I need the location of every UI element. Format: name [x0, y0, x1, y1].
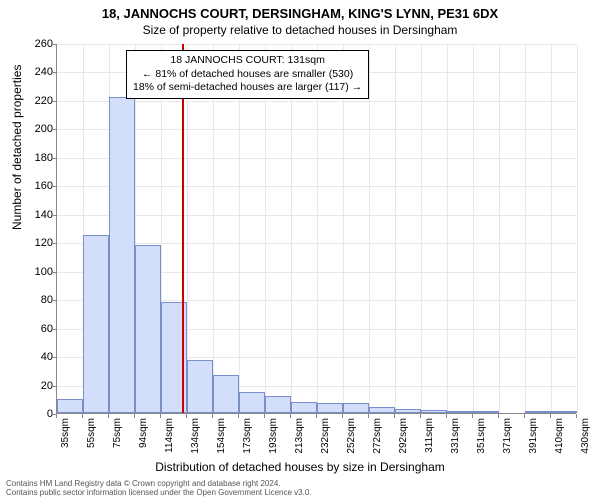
y-tick-mark: [53, 272, 57, 273]
footer-attribution: Contains HM Land Registry data © Crown c…: [6, 480, 312, 498]
y-tick-label: 40: [23, 351, 53, 363]
chart-title: 18, JANNOCHS COURT, DERSINGHAM, KING'S L…: [0, 0, 600, 21]
x-tick-mark: [290, 414, 291, 418]
x-tick-mark: [82, 414, 83, 418]
x-tick-mark: [368, 414, 369, 418]
y-axis-label: Number of detached properties: [10, 65, 24, 230]
x-tick-mark: [394, 414, 395, 418]
histogram-bar: [83, 235, 109, 413]
gridline-v: [447, 44, 448, 413]
gridline-v: [395, 44, 396, 413]
gridline-v: [551, 44, 552, 413]
x-tick-mark: [342, 414, 343, 418]
chart-subtitle: Size of property relative to detached ho…: [0, 21, 600, 37]
x-tick-mark: [186, 414, 187, 418]
histogram-bar: [239, 392, 265, 413]
x-tick-mark: [160, 414, 161, 418]
histogram-bar: [551, 411, 577, 413]
y-tick-label: 100: [23, 266, 53, 278]
reference-line: [182, 44, 184, 413]
annotation-line1: 18 JANNOCHS COURT: 131sqm: [133, 54, 362, 68]
gridline-v: [525, 44, 526, 413]
y-tick-label: 220: [23, 95, 53, 107]
histogram-bar: [291, 402, 317, 413]
annotation-line2: ← 81% of detached houses are smaller (53…: [133, 68, 362, 82]
gridline-v: [577, 44, 578, 413]
y-tick-mark: [53, 101, 57, 102]
x-tick-mark: [134, 414, 135, 418]
x-tick-mark: [576, 414, 577, 418]
y-tick-label: 140: [23, 209, 53, 221]
gridline-v: [473, 44, 474, 413]
histogram-bar: [317, 403, 343, 413]
y-tick-mark: [53, 357, 57, 358]
y-tick-mark: [53, 72, 57, 73]
gridline-v: [499, 44, 500, 413]
x-tick-mark: [264, 414, 265, 418]
gridline-v: [317, 44, 318, 413]
x-tick-mark: [498, 414, 499, 418]
histogram-bar: [395, 409, 421, 413]
y-tick-mark: [53, 186, 57, 187]
y-tick-label: 240: [23, 66, 53, 78]
gridline-v: [265, 44, 266, 413]
y-tick-mark: [53, 329, 57, 330]
y-tick-mark: [53, 44, 57, 45]
gridline-v: [187, 44, 188, 413]
histogram-bar: [447, 411, 473, 413]
x-tick-mark: [420, 414, 421, 418]
histogram-bar: [187, 360, 213, 413]
y-tick-label: 200: [23, 123, 53, 135]
y-tick-mark: [53, 300, 57, 301]
x-tick-mark: [108, 414, 109, 418]
x-tick-mark: [238, 414, 239, 418]
y-tick-mark: [53, 158, 57, 159]
x-tick-mark: [550, 414, 551, 418]
y-tick-mark: [53, 129, 57, 130]
histogram-bar: [57, 399, 83, 413]
x-tick-mark: [316, 414, 317, 418]
histogram-bar: [213, 375, 239, 413]
x-axis-label: Distribution of detached houses by size …: [0, 460, 600, 474]
x-tick-mark: [446, 414, 447, 418]
gridline-v: [239, 44, 240, 413]
y-tick-label: 120: [23, 237, 53, 249]
gridline-v: [369, 44, 370, 413]
y-tick-label: 80: [23, 294, 53, 306]
footer-line2: Contains public sector information licen…: [6, 489, 312, 498]
y-tick-mark: [53, 386, 57, 387]
y-tick-label: 60: [23, 323, 53, 335]
histogram-bar: [473, 411, 499, 413]
x-tick-mark: [212, 414, 213, 418]
histogram-bar: [135, 245, 161, 413]
x-tick-mark: [524, 414, 525, 418]
annotation-box: 18 JANNOCHS COURT: 131sqm ← 81% of detac…: [126, 50, 369, 99]
histogram-bar: [343, 403, 369, 413]
chart-area: 020406080100120140160180200220240260 18 …: [56, 44, 576, 414]
y-tick-mark: [53, 215, 57, 216]
annotation-line3: 18% of semi-detached houses are larger (…: [133, 81, 362, 95]
histogram-bar: [525, 411, 551, 413]
gridline-v: [291, 44, 292, 413]
y-tick-label: 20: [23, 380, 53, 392]
y-tick-label: 160: [23, 180, 53, 192]
y-tick-label: 180: [23, 152, 53, 164]
gridline-v: [213, 44, 214, 413]
x-tick-mark: [472, 414, 473, 418]
y-tick-label: 0: [23, 408, 53, 420]
histogram-bar: [109, 97, 135, 413]
histogram-bar: [421, 410, 447, 413]
x-tick-mark: [56, 414, 57, 418]
gridline-v: [421, 44, 422, 413]
plot-region: 020406080100120140160180200220240260: [56, 44, 576, 414]
gridline-v: [343, 44, 344, 413]
y-tick-label: 260: [23, 38, 53, 50]
histogram-bar: [265, 396, 291, 413]
histogram-bar: [369, 407, 395, 413]
y-tick-mark: [53, 243, 57, 244]
